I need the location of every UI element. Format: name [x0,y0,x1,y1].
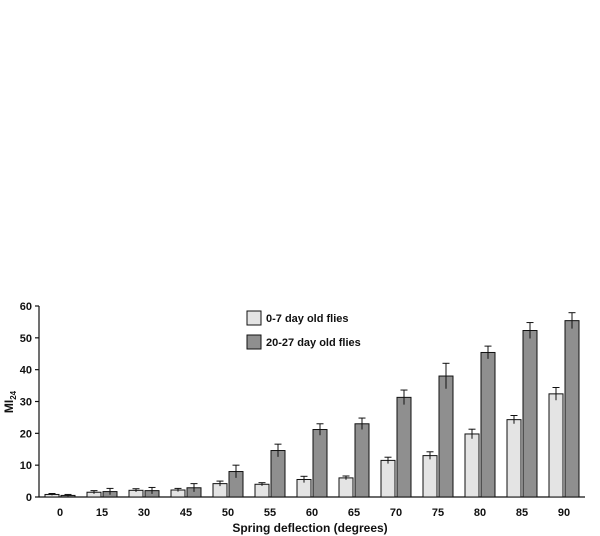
x-tick-label: 60 [306,507,318,519]
bars [44,320,580,498]
y-axis-label-main: MI [2,400,16,413]
x-tick-label: 70 [390,507,402,519]
bar-young [422,455,438,498]
y-tick-label: 30 [20,397,32,409]
y-tick-label: 40 [20,365,32,377]
bar-young [548,393,564,498]
x-tick-label: 80 [474,507,486,519]
x-tick-label: 45 [180,507,192,519]
legend-swatch-old [246,334,262,350]
x-tick-label: 65 [348,507,360,519]
x-axis-label: Spring deflection (degrees) [232,521,387,535]
bar-young [464,433,480,498]
bar-old [312,429,328,498]
y-tick-label: 50 [20,333,32,345]
bar-old [522,330,538,498]
legend-swatch-young [246,310,262,326]
y-axis: 0 10 20 30 40 50 60 [20,301,40,504]
bar-young [380,459,396,498]
bar-old [354,423,370,498]
x-tick-label: 15 [96,507,108,519]
y-tick-label: 0 [26,492,32,504]
x-tick-label: 50 [222,507,234,519]
y-tick-label: 10 [20,460,32,472]
bar-old [396,396,412,498]
legend: 0-7 day old flies 20-27 day old flies [246,310,361,350]
bar-young [338,477,354,498]
x-tick-label: 30 [138,507,150,519]
y-tick-label: 20 [20,428,32,440]
bar-old [480,351,496,498]
x-tick-label: 75 [432,507,444,519]
bar-old [270,450,286,498]
x-axis: 0 15 30 45 50 55 60 65 70 75 80 85 90 [39,496,585,519]
bar-young [254,483,270,498]
bar-young [506,419,522,498]
bar-old [564,320,580,498]
y-axis-label-subscript: 24 [9,390,18,399]
y-tick-label: 60 [20,301,32,313]
x-tick-label: 0 [57,507,63,519]
error-bars [48,312,576,497]
legend-label-old: 20-27 day old flies [266,337,361,349]
y-axis-label: MI24 [2,390,18,413]
x-tick-label: 90 [558,507,570,519]
x-tick-label: 55 [264,507,276,519]
legend-label-young: 0-7 day old flies [266,313,349,325]
x-tick-label: 85 [516,507,528,519]
bar-old [438,375,454,498]
